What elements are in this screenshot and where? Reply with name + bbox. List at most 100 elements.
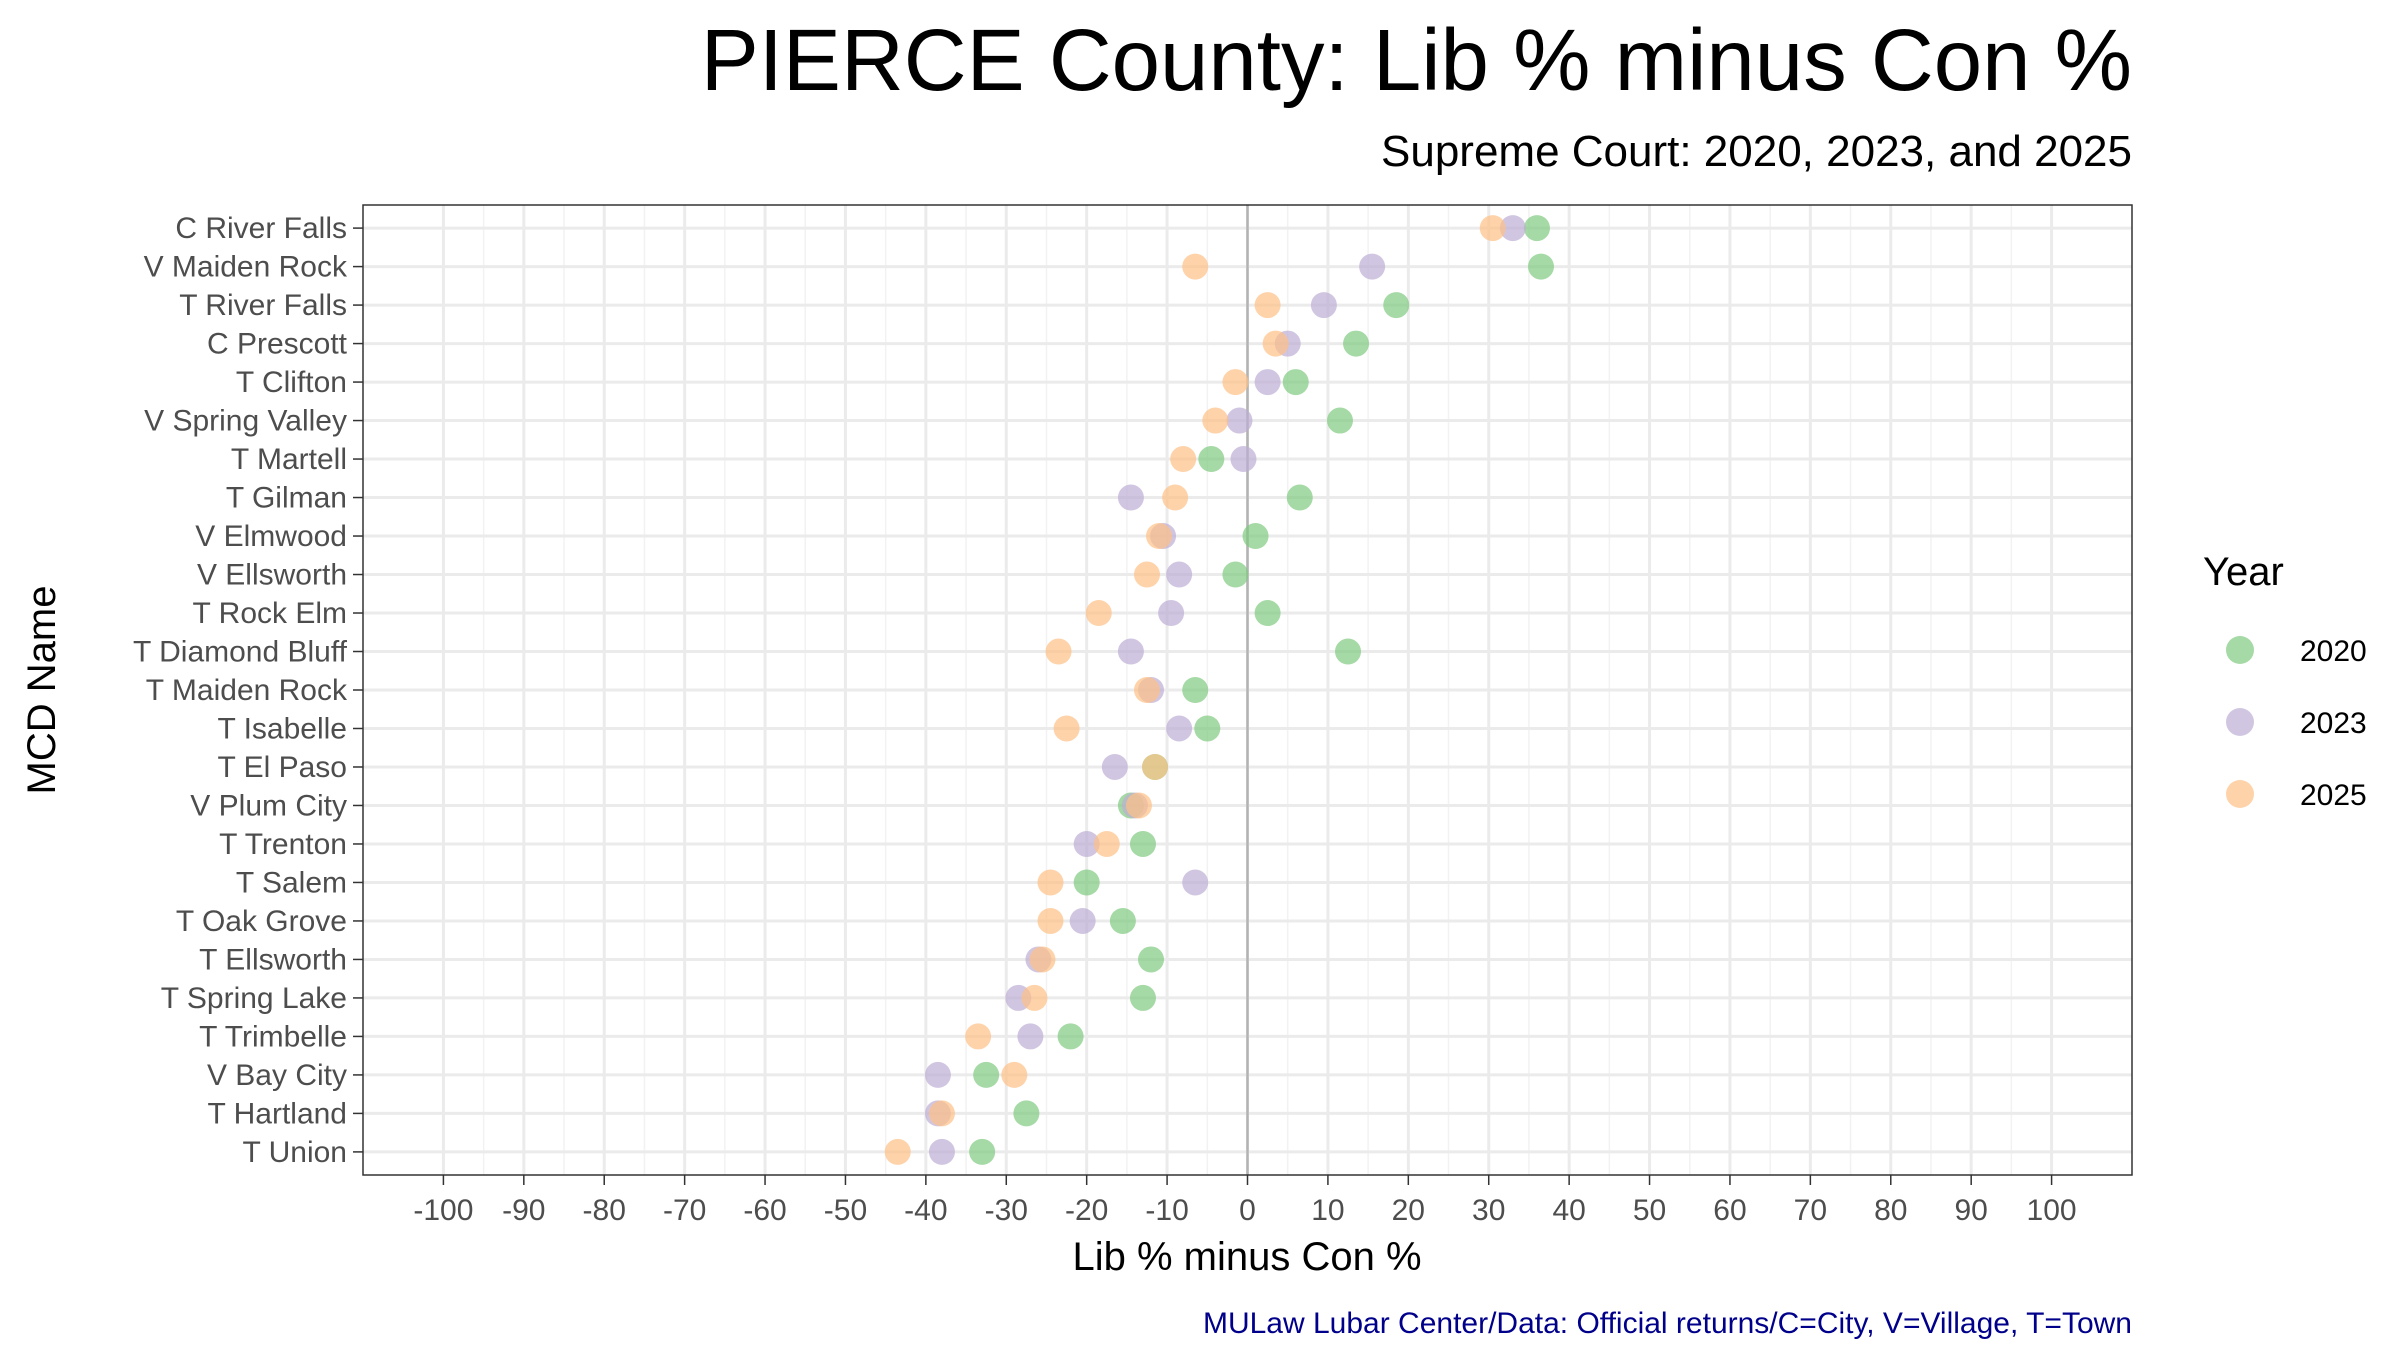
y-tick-label: V Elmwood [195,520,347,553]
point-2020 [1073,869,1100,896]
point-2020 [1383,292,1410,319]
point-2020 [1282,369,1309,396]
x-tick-label: 0 [1239,1194,1256,1227]
legend-label: 2020 [2300,635,2367,668]
x-tick-label: 40 [1552,1194,1585,1227]
y-tick-label: T Rock Elm [193,597,347,630]
x-axis-ticks: -100 -90 -80 -70 -60 -50 -40 -30 -20 -10 0 10 20 30 40… [413,1175,2077,1227]
point-2020 [1129,984,1156,1011]
x-tick-label: 30 [1472,1194,1505,1227]
y-tick-label: T Spring Lake [161,982,347,1015]
point-2025 [1029,946,1056,973]
point-2025 [1133,561,1160,588]
point-2025 [1037,869,1064,896]
point-2023 [1117,484,1144,511]
point-2025 [1053,715,1080,742]
point-2025 [1182,253,1209,280]
x-tick-label: -70 [663,1194,706,1227]
y-tick-label: T Trenton [219,828,347,861]
x-tick-label: 20 [1392,1194,1425,1227]
point-2023 [924,1061,951,1088]
x-tick-label: -30 [985,1194,1028,1227]
point-2020 [1129,830,1156,857]
point-2020 [1194,715,1221,742]
point-2025 [1133,677,1160,703]
point-2020 [1335,638,1362,665]
point-2020 [1326,407,1353,434]
point-2025 [1162,484,1189,511]
x-tick-label: 80 [1874,1194,1907,1227]
point-2023 [928,1138,955,1165]
point-2025 [1479,215,1506,242]
point-2023 [1499,215,1526,242]
x-tick-label: -100 [413,1194,473,1227]
legend-label: 2025 [2300,779,2367,812]
y-tick-label: T Isabelle [217,712,347,745]
point-2025 [1021,984,1048,1011]
y-tick-label: T Union [242,1136,347,1169]
point-2023 [1117,638,1144,665]
y-tick-label: C River Falls [175,212,347,245]
y-tick-label: T Maiden Rock [146,674,348,707]
point-2020 [1182,677,1209,703]
point-2023 [1073,830,1100,857]
y-tick-label: V Plum City [190,789,347,822]
point-2023 [1254,369,1281,396]
x-tick-label: 10 [1311,1194,1344,1227]
point-2020 [973,1061,1000,1088]
y-tick-label: T Salem [236,866,347,899]
y-tick-label: T Gilman [226,482,347,515]
point-2023 [1182,869,1209,896]
point-2020 [1138,946,1165,973]
point-2025 [1125,792,1152,819]
point-2020 [1198,446,1225,473]
data-points [884,215,1554,1165]
point-2025 [1202,407,1229,434]
y-tick-label: T Clifton [236,366,347,399]
legend-key-2025 [2226,780,2254,808]
y-tick-label: T Oak Grove [176,905,347,938]
y-tick-label: V Spring Valley [144,405,347,438]
point-2025 [965,1023,992,1050]
point-2025 [1085,600,1112,627]
point-2020 [1222,561,1249,588]
y-tick-label: T Diamond Bluff [133,636,348,669]
point-2025 [1170,446,1197,473]
y-tick-label: V Bay City [207,1059,347,1092]
point-2020 [1254,600,1281,627]
x-tick-label: -80 [583,1194,626,1227]
point-2025 [1146,523,1173,550]
point-2023 [1017,1023,1044,1050]
x-tick-label: 70 [1794,1194,1827,1227]
x-tick-label: -10 [1145,1194,1188,1227]
legend-key-2023 [2226,708,2254,736]
point-2025 [1045,638,1072,665]
point-2020 [1013,1100,1040,1127]
point-2025 [1262,330,1289,357]
point-2023 [1069,907,1096,934]
point-2023 [1166,561,1193,588]
y-axis-title: MCD Name [20,586,64,795]
x-tick-label: 90 [1954,1194,1987,1227]
point-2023 [1230,446,1257,473]
y-tick-label: T River Falls [179,289,347,322]
point-2025 [1142,753,1169,780]
point-2023 [1359,253,1386,280]
point-2023 [1158,600,1185,627]
point-2020 [1343,330,1370,357]
point-2025 [928,1100,955,1127]
point-2025 [1254,292,1281,319]
x-tick-label: 50 [1633,1194,1666,1227]
point-2020 [1523,215,1550,242]
y-tick-label: V Maiden Rock [144,251,348,284]
point-2023 [1310,292,1337,319]
point-2025 [1001,1061,1028,1088]
x-tick-label: 60 [1713,1194,1746,1227]
y-tick-label: T El Paso [217,751,347,784]
x-tick-label: 100 [2027,1194,2077,1227]
legend: Year 2020 2023 2025 [2203,550,2367,812]
point-2025 [1093,830,1120,857]
x-tick-label: -40 [904,1194,947,1227]
chart-subtitle: Supreme Court: 2020, 2023, and 2025 [1381,127,2132,176]
